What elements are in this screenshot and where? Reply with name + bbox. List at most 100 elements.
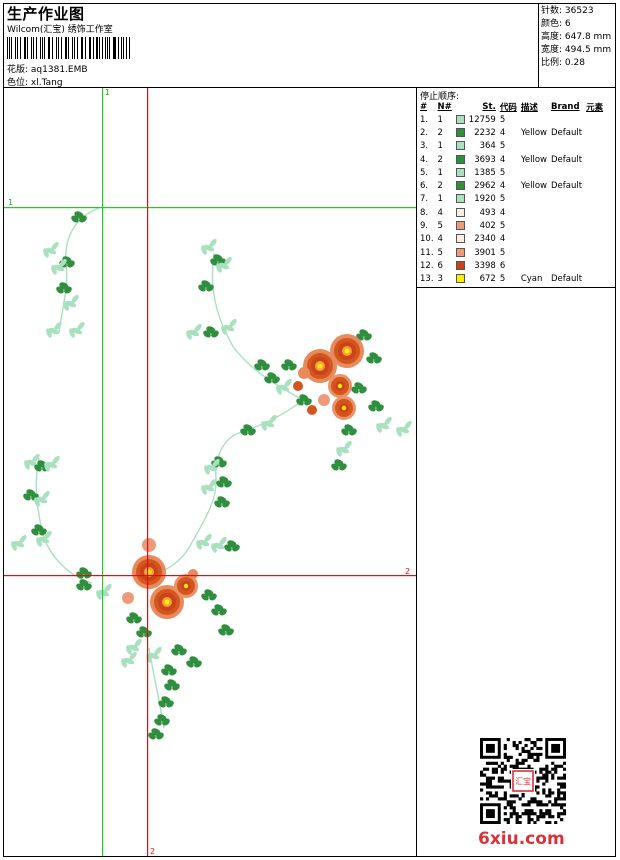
row-swatch — [454, 233, 467, 246]
row-needle: 1 — [437, 114, 443, 125]
info-stitches: 针数: 36523 — [541, 6, 594, 16]
info-width: 宽度: 494.5 mm — [541, 45, 612, 55]
row-stitches: 2340 — [474, 234, 496, 245]
stop-row: 4. 2 3693 4 Yellow Default — [418, 153, 605, 166]
guide-red-h-label: 2 — [405, 567, 410, 576]
row-index: 1. — [420, 114, 429, 125]
row-brand — [549, 219, 584, 232]
row-desc — [519, 233, 549, 246]
row-index: 13. — [420, 274, 434, 285]
row-brand — [549, 193, 584, 206]
row-needle: 6 — [437, 260, 443, 271]
row-brand — [549, 206, 584, 219]
row-index: 3. — [420, 141, 429, 152]
row-brand — [549, 246, 584, 259]
info-divider — [538, 3, 539, 87]
row-needle: 1 — [437, 167, 443, 178]
row-code: 5 — [499, 141, 506, 152]
row-needle: 1 — [437, 194, 443, 205]
row-swatch — [454, 219, 467, 232]
row-needle: 3 — [437, 274, 443, 285]
row-stitches: 2232 — [474, 127, 496, 138]
page-subtitle: Wilcom(汇宝) 绣饰工作室 — [7, 25, 113, 35]
stop-row: 1. 1 12759 5 — [418, 113, 605, 126]
stop-table-divider — [416, 287, 616, 288]
row-code: 5 — [499, 194, 506, 205]
row-index: 4. — [420, 154, 429, 165]
row-index: 9. — [420, 221, 429, 232]
color-swatch — [455, 167, 465, 177]
row-desc — [519, 113, 549, 126]
embroidery-design — [10, 207, 414, 741]
row-stitches: 1920 — [474, 194, 496, 205]
row-brand — [549, 113, 584, 126]
stop-row: 13. 3 672 5 Cyan Default — [418, 273, 605, 286]
col-desc: 描述 — [520, 103, 538, 113]
row-needle: 1 — [437, 141, 443, 152]
panel-divider — [416, 87, 417, 857]
row-stitches: 1385 — [474, 167, 496, 178]
guide-green-horizontal — [4, 207, 416, 209]
stop-table-header: # N# St. 代码 描述 Brand 元素 — [418, 101, 605, 113]
row-brand — [549, 166, 584, 179]
col-brand: Brand — [551, 102, 580, 112]
stop-row: 11. 5 3901 5 — [418, 246, 605, 259]
row-code: 5 — [499, 247, 506, 258]
color-swatch — [455, 221, 465, 231]
info-height: 高度: 647.8 mm — [541, 32, 612, 42]
color-swatch — [455, 207, 465, 217]
col-swatch — [454, 101, 467, 113]
row-element — [584, 113, 605, 126]
row-swatch — [454, 246, 467, 259]
design-name: 花版: aq1381.EMB — [7, 62, 88, 75]
row-element — [584, 153, 605, 166]
row-needle: 2 — [437, 127, 443, 138]
color-swatch — [455, 260, 465, 270]
row-brand: Default — [551, 127, 583, 138]
row-stitches: 2962 — [474, 181, 496, 192]
colorway-value: xl.Tang — [30, 78, 63, 88]
guide-red-v-label: 2 — [150, 847, 155, 856]
color-swatch — [455, 114, 465, 124]
seal-text: 汇宝 — [515, 776, 531, 786]
row-brand — [549, 233, 584, 246]
row-needle: 5 — [437, 247, 443, 258]
color-swatch — [455, 234, 465, 244]
row-desc: Yellow — [520, 127, 548, 138]
row-code: 6 — [499, 260, 506, 271]
stop-row: 9. 5 402 5 — [418, 219, 605, 232]
col-needle: N# — [437, 102, 452, 112]
row-swatch — [454, 273, 467, 286]
watermark: 6xiu.com — [478, 829, 565, 849]
col-stitches: St. — [482, 102, 496, 112]
row-swatch — [454, 126, 467, 139]
row-code: 4 — [499, 207, 506, 218]
row-element — [584, 219, 605, 232]
stop-row: 12. 6 3398 6 — [418, 259, 605, 272]
row-element — [584, 206, 605, 219]
color-swatch — [455, 181, 465, 191]
row-index: 8. — [420, 207, 429, 218]
row-stitches: 3398 — [474, 260, 496, 271]
color-swatch — [455, 194, 465, 204]
row-needle: 4 — [437, 207, 443, 218]
col-code: 代码 — [499, 103, 517, 113]
design-label: 花版: — [7, 65, 29, 75]
color-swatch — [455, 127, 465, 137]
guide-red-horizontal — [4, 575, 416, 577]
row-element — [584, 126, 605, 139]
row-element — [584, 179, 605, 192]
seal-stamp: 汇宝 — [511, 769, 535, 793]
colorway-label: 色位: — [7, 78, 29, 88]
qr-code: 汇宝 — [480, 738, 566, 824]
color-swatch — [455, 141, 465, 151]
stop-row: 3. 1 364 5 — [418, 140, 605, 153]
row-stitches: 3693 — [474, 154, 496, 165]
color-swatch — [455, 154, 465, 164]
row-index: 7. — [420, 194, 429, 205]
row-swatch — [454, 206, 467, 219]
row-element — [584, 193, 605, 206]
stop-row: 2. 2 2232 4 Yellow Default — [418, 126, 605, 139]
row-code: 5 — [499, 114, 506, 125]
page-title: 生产作业图 — [7, 5, 85, 23]
